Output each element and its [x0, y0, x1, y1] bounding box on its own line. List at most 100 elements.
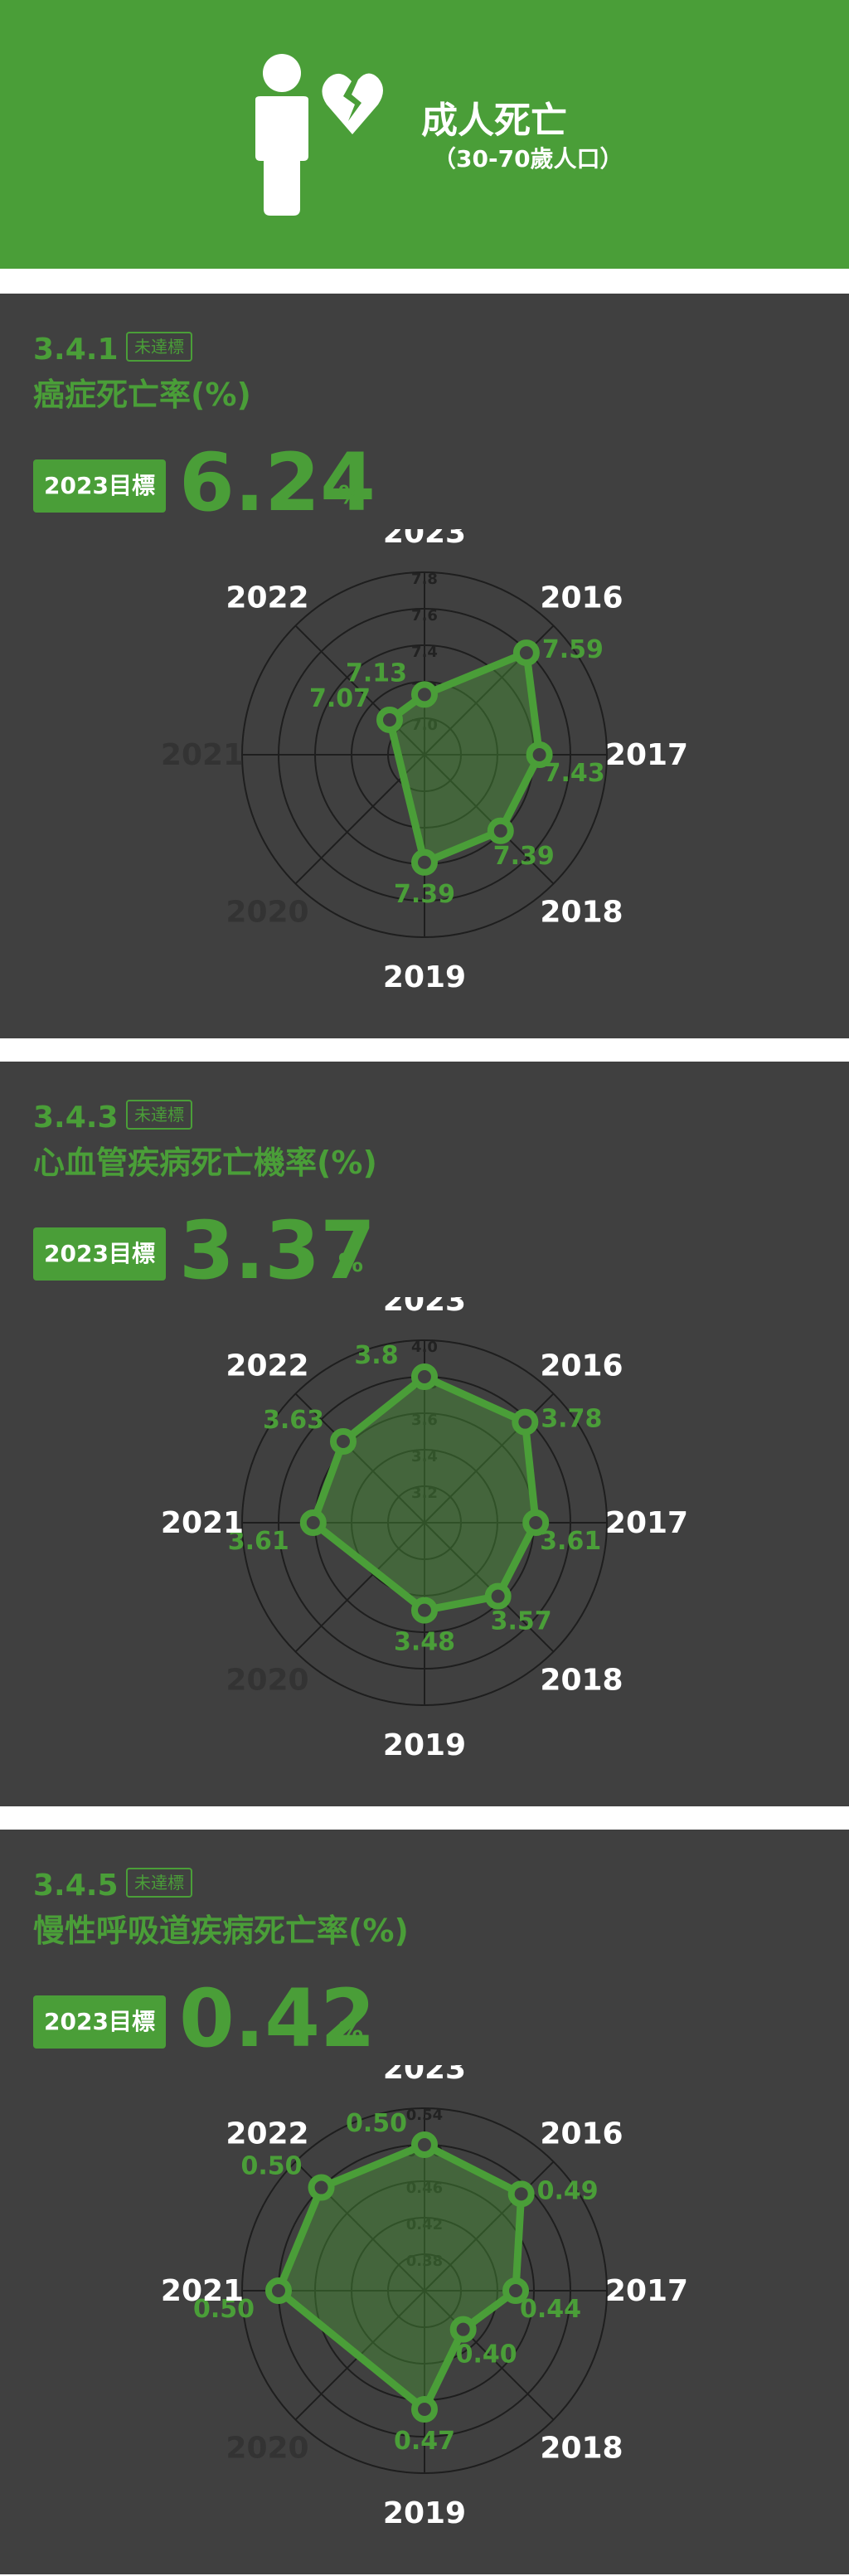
data-label: 3.78: [541, 1405, 602, 1434]
data-point: [265, 2277, 292, 2304]
target-label: 2023目標: [33, 1995, 166, 2049]
category-label: 2022: [226, 581, 308, 615]
radial-tick-label: 0.38: [406, 2253, 443, 2270]
data-label: 7.07: [309, 684, 371, 713]
person-icon: [255, 54, 308, 216]
series-area: [279, 2145, 522, 2409]
category-label: 2016: [540, 581, 623, 615]
status-badge: 未達標: [126, 332, 192, 362]
data-point: [449, 2316, 477, 2343]
category-label: 2023: [383, 529, 466, 550]
category-label: 2018: [540, 896, 623, 930]
target-value: 0.42: [179, 1972, 376, 2065]
category-label: 2021: [161, 738, 244, 772]
data-label: 7.13: [346, 659, 407, 688]
target-value: 3.37: [179, 1204, 376, 1297]
data-point: [487, 817, 514, 844]
category-label: 2022: [226, 2117, 308, 2151]
target-label: 2023目標: [33, 459, 166, 513]
data-label: 3.48: [394, 1628, 455, 1657]
data-point: [484, 1582, 512, 1610]
data-label: 7.59: [542, 635, 604, 664]
status-badge: 未達標: [126, 1868, 192, 1898]
data-point: [512, 639, 540, 667]
data-point: [522, 1509, 550, 1536]
radial-tick-label: 7.6: [411, 607, 438, 625]
indicator-code: 3.4.3: [33, 1101, 119, 1135]
radial-tick-label: 0.42: [406, 2216, 443, 2233]
data-label: 3.8: [354, 1341, 398, 1370]
radial-tick-label: 0.46: [406, 2180, 443, 2197]
page-subtitle: （30-70歲人口）: [433, 145, 623, 173]
page-header: 成人死亡 （30-70歲人口）: [0, 0, 849, 269]
radial-tick-label: 3.2: [411, 1485, 438, 1502]
grid-spoke: [294, 1392, 425, 1524]
data-point: [299, 1509, 327, 1536]
grid-spoke: [294, 625, 425, 756]
radial-tick-label: 7.8: [411, 571, 438, 588]
data-label: 0.47: [394, 2427, 455, 2456]
grid-spoke: [424, 2290, 555, 2421]
indicator-code: 3.4.5: [33, 1869, 119, 1903]
data-label: 0.50: [346, 2109, 407, 2138]
data-label: 7.39: [493, 842, 555, 871]
data-label: 3.63: [263, 1406, 324, 1435]
target-value: 6.24: [179, 436, 376, 529]
data-point: [507, 2180, 535, 2208]
category-label: 2018: [540, 1664, 623, 1698]
category-label: 2017: [605, 1506, 688, 1540]
category-label: 2019: [383, 2496, 466, 2530]
category-label: 2019: [383, 960, 466, 994]
data-point: [512, 1408, 539, 1436]
data-point: [411, 848, 438, 876]
indicator-name: 癌症死亡率(%): [33, 377, 251, 413]
radar-chart: 7.07.27.47.67.87.137.597.437.397.397.072…: [161, 529, 688, 994]
data-point: [308, 2174, 335, 2201]
target-unit: %: [338, 1249, 364, 1278]
panel-respiratory: 3.4.5 未達標 慢性呼吸道疾病死亡率(%) 2023目標 0.42 % 0.…: [0, 1830, 849, 2574]
grid-spoke: [294, 1522, 425, 1653]
page-title: 成人死亡: [421, 100, 567, 142]
data-point: [411, 681, 438, 708]
data-point: [329, 1427, 357, 1455]
data-point: [411, 1363, 438, 1390]
data-point: [502, 2277, 529, 2304]
radar-chart: 0.380.420.460.500.540.500.490.440.400.47…: [161, 2065, 688, 2530]
data-label: 0.50: [193, 2295, 255, 2324]
category-label: 2023: [383, 1297, 466, 1318]
panel-cancer: 3.4.1 未達標 癌症死亡率(%) 2023目標 6.24 % 7.07.27…: [0, 294, 849, 1038]
data-label: 3.57: [491, 1607, 552, 1636]
radar-chart: 3.23.43.63.84.03.83.783.613.573.483.613.…: [161, 1297, 688, 1762]
category-label: 2020: [226, 1664, 308, 1698]
series-line: [274, 2141, 526, 2413]
data-point: [526, 741, 553, 768]
indicator-name: 心血管疾病死亡機率(%): [33, 1145, 377, 1181]
status-badge: 未達標: [126, 1100, 192, 1130]
category-label: 2016: [540, 1349, 623, 1383]
category-label: 2016: [540, 2117, 623, 2151]
category-label: 2017: [605, 2274, 688, 2308]
data-label: 0.40: [456, 2340, 517, 2369]
data-label: 7.43: [544, 759, 605, 788]
data-label: 0.49: [537, 2176, 599, 2205]
category-label: 2020: [226, 896, 308, 930]
indicator-name: 慢性呼吸道疾病死亡率(%): [33, 1913, 409, 1949]
category-label: 2019: [383, 1728, 466, 1762]
indicator-code: 3.4.1: [33, 333, 119, 367]
data-point: [376, 706, 403, 733]
data-label: 0.44: [520, 2295, 581, 2324]
series-area: [313, 1377, 536, 1611]
radial-tick-label: 7.4: [411, 644, 438, 661]
category-label: 2018: [540, 2432, 623, 2466]
data-label: 7.39: [394, 880, 455, 909]
radial-tick-label: 3.6: [411, 1412, 438, 1429]
data-label: 0.50: [241, 2152, 303, 2181]
category-label: 2023: [383, 2065, 466, 2086]
category-label: 2017: [605, 738, 688, 772]
category-label: 2022: [226, 1349, 308, 1383]
target-label: 2023目標: [33, 1227, 166, 1281]
category-label: 2021: [161, 1506, 244, 1540]
radial-tick-label: 7.0: [411, 717, 438, 734]
category-label: 2021: [161, 2274, 244, 2308]
radial-tick-label: 4.0: [411, 1339, 438, 1356]
